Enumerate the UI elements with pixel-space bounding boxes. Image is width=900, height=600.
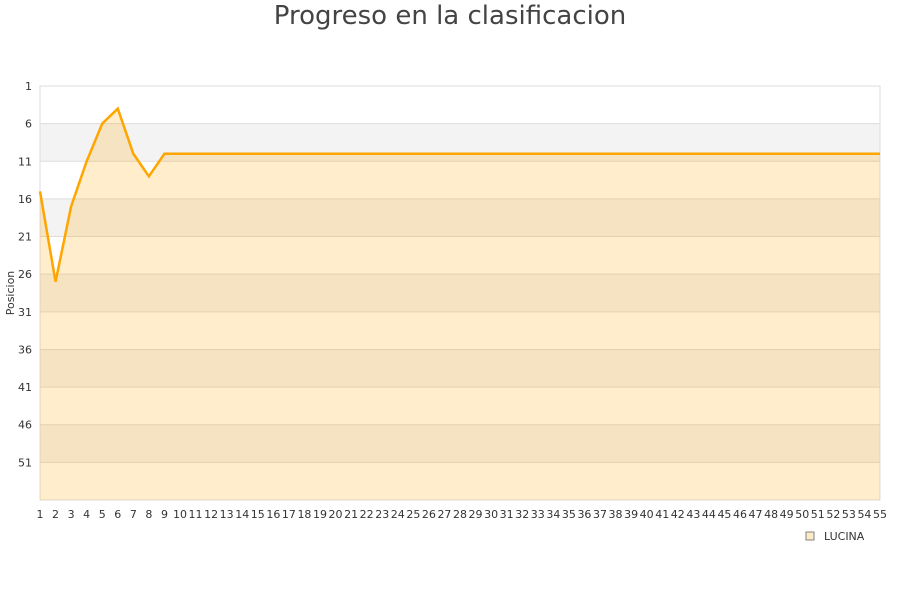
- plot-border: [39, 85, 881, 501]
- x-tick-label: 12: [204, 508, 218, 521]
- x-tick-label: 38: [609, 508, 623, 521]
- x-tick-label: 10: [173, 508, 187, 521]
- x-tick-label: 40: [640, 508, 654, 521]
- x-tick-label: 2: [52, 508, 59, 521]
- x-tick-label: 53: [842, 508, 856, 521]
- x-tick-label: 35: [562, 508, 576, 521]
- x-tick-label: 30: [484, 508, 498, 521]
- y-tick-label: 26: [18, 268, 32, 281]
- x-tick-label: 19: [313, 508, 327, 521]
- x-tick-label: 16: [266, 508, 280, 521]
- x-tick-label: 15: [251, 508, 265, 521]
- x-tick-label: 22: [360, 508, 374, 521]
- x-tick-label: 8: [145, 508, 152, 521]
- x-tick-label: 6: [114, 508, 121, 521]
- grid-band: [40, 123, 880, 162]
- x-tick-label: 50: [795, 508, 809, 521]
- x-tick-label: 54: [857, 508, 871, 521]
- x-tick-label: 29: [469, 508, 483, 521]
- x-tick-label: 20: [329, 508, 343, 521]
- grid-band: [40, 86, 880, 124]
- x-tick-label: 42: [671, 508, 685, 521]
- y-tick-label: 1: [25, 80, 32, 93]
- grid-band: [40, 424, 880, 463]
- y-tick-label: 31: [18, 306, 32, 319]
- x-tick-label: 45: [717, 508, 731, 521]
- x-tick-label: 36: [577, 508, 591, 521]
- y-tick-label: 46: [18, 419, 32, 432]
- series-line: [38, 106, 880, 282]
- x-tick-label: 1: [37, 508, 44, 521]
- x-tick-label: 32: [515, 508, 529, 521]
- x-tick-label: 48: [764, 508, 778, 521]
- chart-title: Progreso en la clasificacion: [273, 1, 627, 31]
- x-tick-label: 39: [624, 508, 638, 521]
- x-tick-label: 23: [375, 508, 389, 521]
- x-tick-label: 27: [437, 508, 451, 521]
- x-tick-label: 18: [297, 508, 311, 521]
- x-tick-label: 11: [189, 508, 203, 521]
- y-tick-label: 36: [18, 343, 32, 356]
- grid-band: [40, 387, 880, 425]
- x-tick-label: 25: [406, 508, 420, 521]
- y-tick-label: 51: [18, 456, 32, 469]
- x-tick-label: 47: [749, 508, 763, 521]
- x-tick-label: 37: [593, 508, 607, 521]
- x-tick-label: 33: [531, 508, 545, 521]
- x-tick-label: 41: [655, 508, 669, 521]
- x-tick-label: 5: [99, 508, 106, 521]
- x-tick-label: 14: [235, 508, 249, 521]
- x-tick-label: 31: [500, 508, 514, 521]
- x-tick-label: 34: [546, 508, 560, 521]
- x-tick-label: 21: [344, 508, 358, 521]
- x-tick-label: 55: [873, 508, 887, 521]
- x-tick-label: 9: [161, 508, 168, 521]
- grid-band: [40, 198, 880, 237]
- y-tick-label: 16: [18, 193, 32, 206]
- x-tick-label: 44: [702, 508, 716, 521]
- x-tick-label: 3: [68, 508, 75, 521]
- y-tick-label: 41: [18, 381, 32, 394]
- x-tick-label: 13: [220, 508, 234, 521]
- grid-band: [40, 236, 880, 275]
- x-tick-label: 26: [422, 508, 436, 521]
- legend-label: LUCINA: [824, 530, 865, 543]
- x-tick-label: 51: [811, 508, 825, 521]
- legend-swatch: [805, 531, 815, 541]
- series-area: [40, 108, 880, 500]
- grid-band: [40, 311, 880, 350]
- x-tick-label: 28: [453, 508, 467, 521]
- x-tick-label: 17: [282, 508, 296, 521]
- x-tick-label: 24: [391, 508, 405, 521]
- grid-band: [40, 349, 880, 388]
- x-tick-label: 52: [826, 508, 840, 521]
- y-tick-label: 6: [25, 118, 32, 131]
- x-tick-label: 46: [733, 508, 747, 521]
- y-tick-label: 21: [18, 231, 32, 244]
- grid-band: [40, 161, 880, 199]
- y-axis-label: Posicion: [4, 271, 17, 316]
- grid-band: [40, 462, 880, 500]
- grid-band: [40, 274, 880, 312]
- y-tick-label: 11: [18, 155, 32, 168]
- x-tick-label: 49: [780, 508, 794, 521]
- x-tick-label: 4: [83, 508, 90, 521]
- x-tick-label: 7: [130, 508, 137, 521]
- x-tick-label: 43: [686, 508, 700, 521]
